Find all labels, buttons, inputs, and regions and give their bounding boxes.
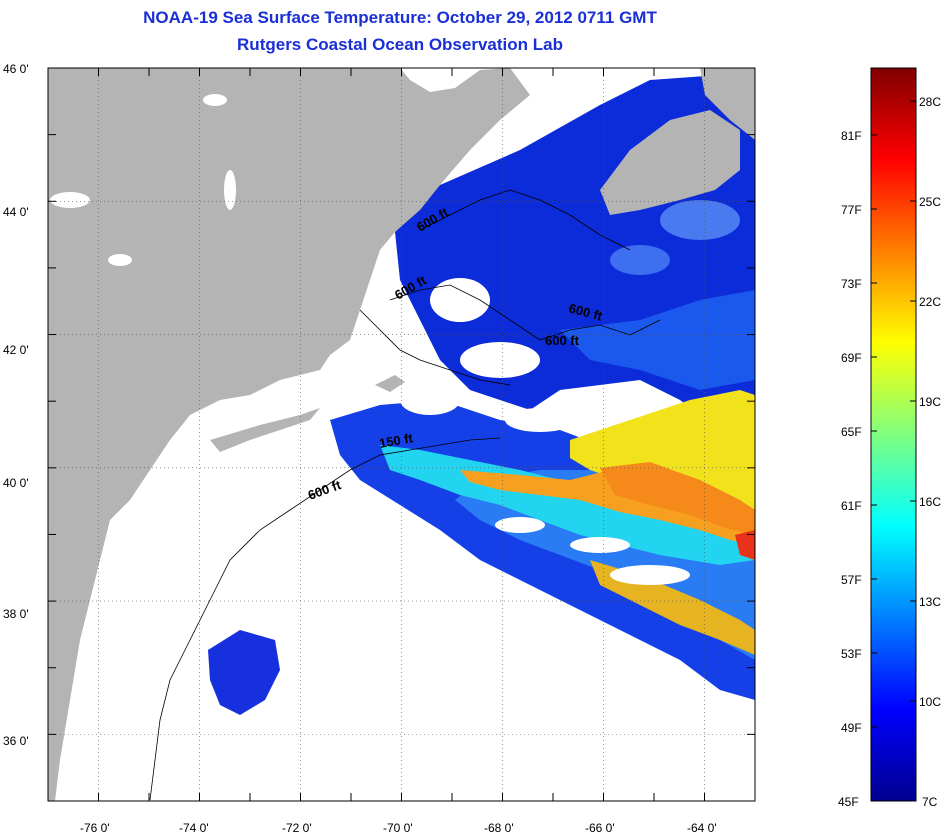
- sst-warm-water: [380, 390, 755, 655]
- colorbar-c-label: 25C: [919, 195, 941, 209]
- colorbar-f-label: 65F: [841, 425, 862, 439]
- colorbar-scale: [870, 67, 917, 802]
- colorbar-c-label: 16C: [919, 495, 941, 509]
- colorbar-f-label: 53F: [841, 647, 862, 661]
- land: [48, 68, 755, 801]
- lat-tick-label: 38 0': [3, 607, 29, 621]
- lon-tick-label: -68 0': [484, 821, 514, 835]
- colorbar-c-label: 28C: [919, 95, 941, 109]
- depth-contours: [149, 189, 661, 801]
- colorbar-f-label: 73F: [841, 277, 862, 291]
- colorbar-f-label: 57F: [841, 573, 862, 587]
- colorbar-c-label: 13C: [919, 595, 941, 609]
- lon-tick-label: -76 0': [80, 821, 110, 835]
- axis-ticks: [47, 67, 756, 802]
- colorbar-f-label: 61F: [841, 499, 862, 513]
- lat-tick-label: 36 0': [3, 734, 29, 748]
- lon-tick-label: -64 0': [687, 821, 717, 835]
- colorbar-ticks: [871, 100, 916, 802]
- contour-label: 600 ft: [545, 333, 580, 348]
- colorbar-c-label: 22C: [919, 295, 941, 309]
- colorbar-c-label: 19C: [919, 395, 941, 409]
- lat-tick-label: 44 0': [3, 205, 29, 219]
- contour-label: 150 ft: [378, 430, 415, 451]
- colorbar-f-label: 49F: [841, 721, 862, 735]
- lakes: [50, 94, 236, 266]
- colorbar-c-label: 10C: [919, 695, 941, 709]
- colorbar-f-label: 77F: [841, 203, 862, 217]
- cloud-patches: [400, 200, 740, 585]
- lon-tick-label: -70 0': [383, 821, 413, 835]
- lat-tick-label: 42 0': [3, 343, 29, 357]
- lat-tick-label: 46 0': [3, 62, 29, 76]
- lon-tick-label: -74 0': [179, 821, 209, 835]
- lon-tick-label: -72 0': [282, 821, 312, 835]
- lon-tick-label: -66 0': [585, 821, 615, 835]
- colorbar-f-label: 45F: [838, 795, 859, 809]
- lat-tick-label: 40 0': [3, 476, 29, 490]
- map-title: NOAA-19 Sea Surface Temperature: October…: [143, 8, 657, 27]
- colorbar-f-label: 69F: [841, 351, 862, 365]
- colorbar-f-label: 81F: [841, 129, 862, 143]
- map-subtitle: Rutgers Coastal Ocean Observation Lab: [237, 35, 563, 54]
- colorbar-c-label: 7C: [922, 795, 938, 809]
